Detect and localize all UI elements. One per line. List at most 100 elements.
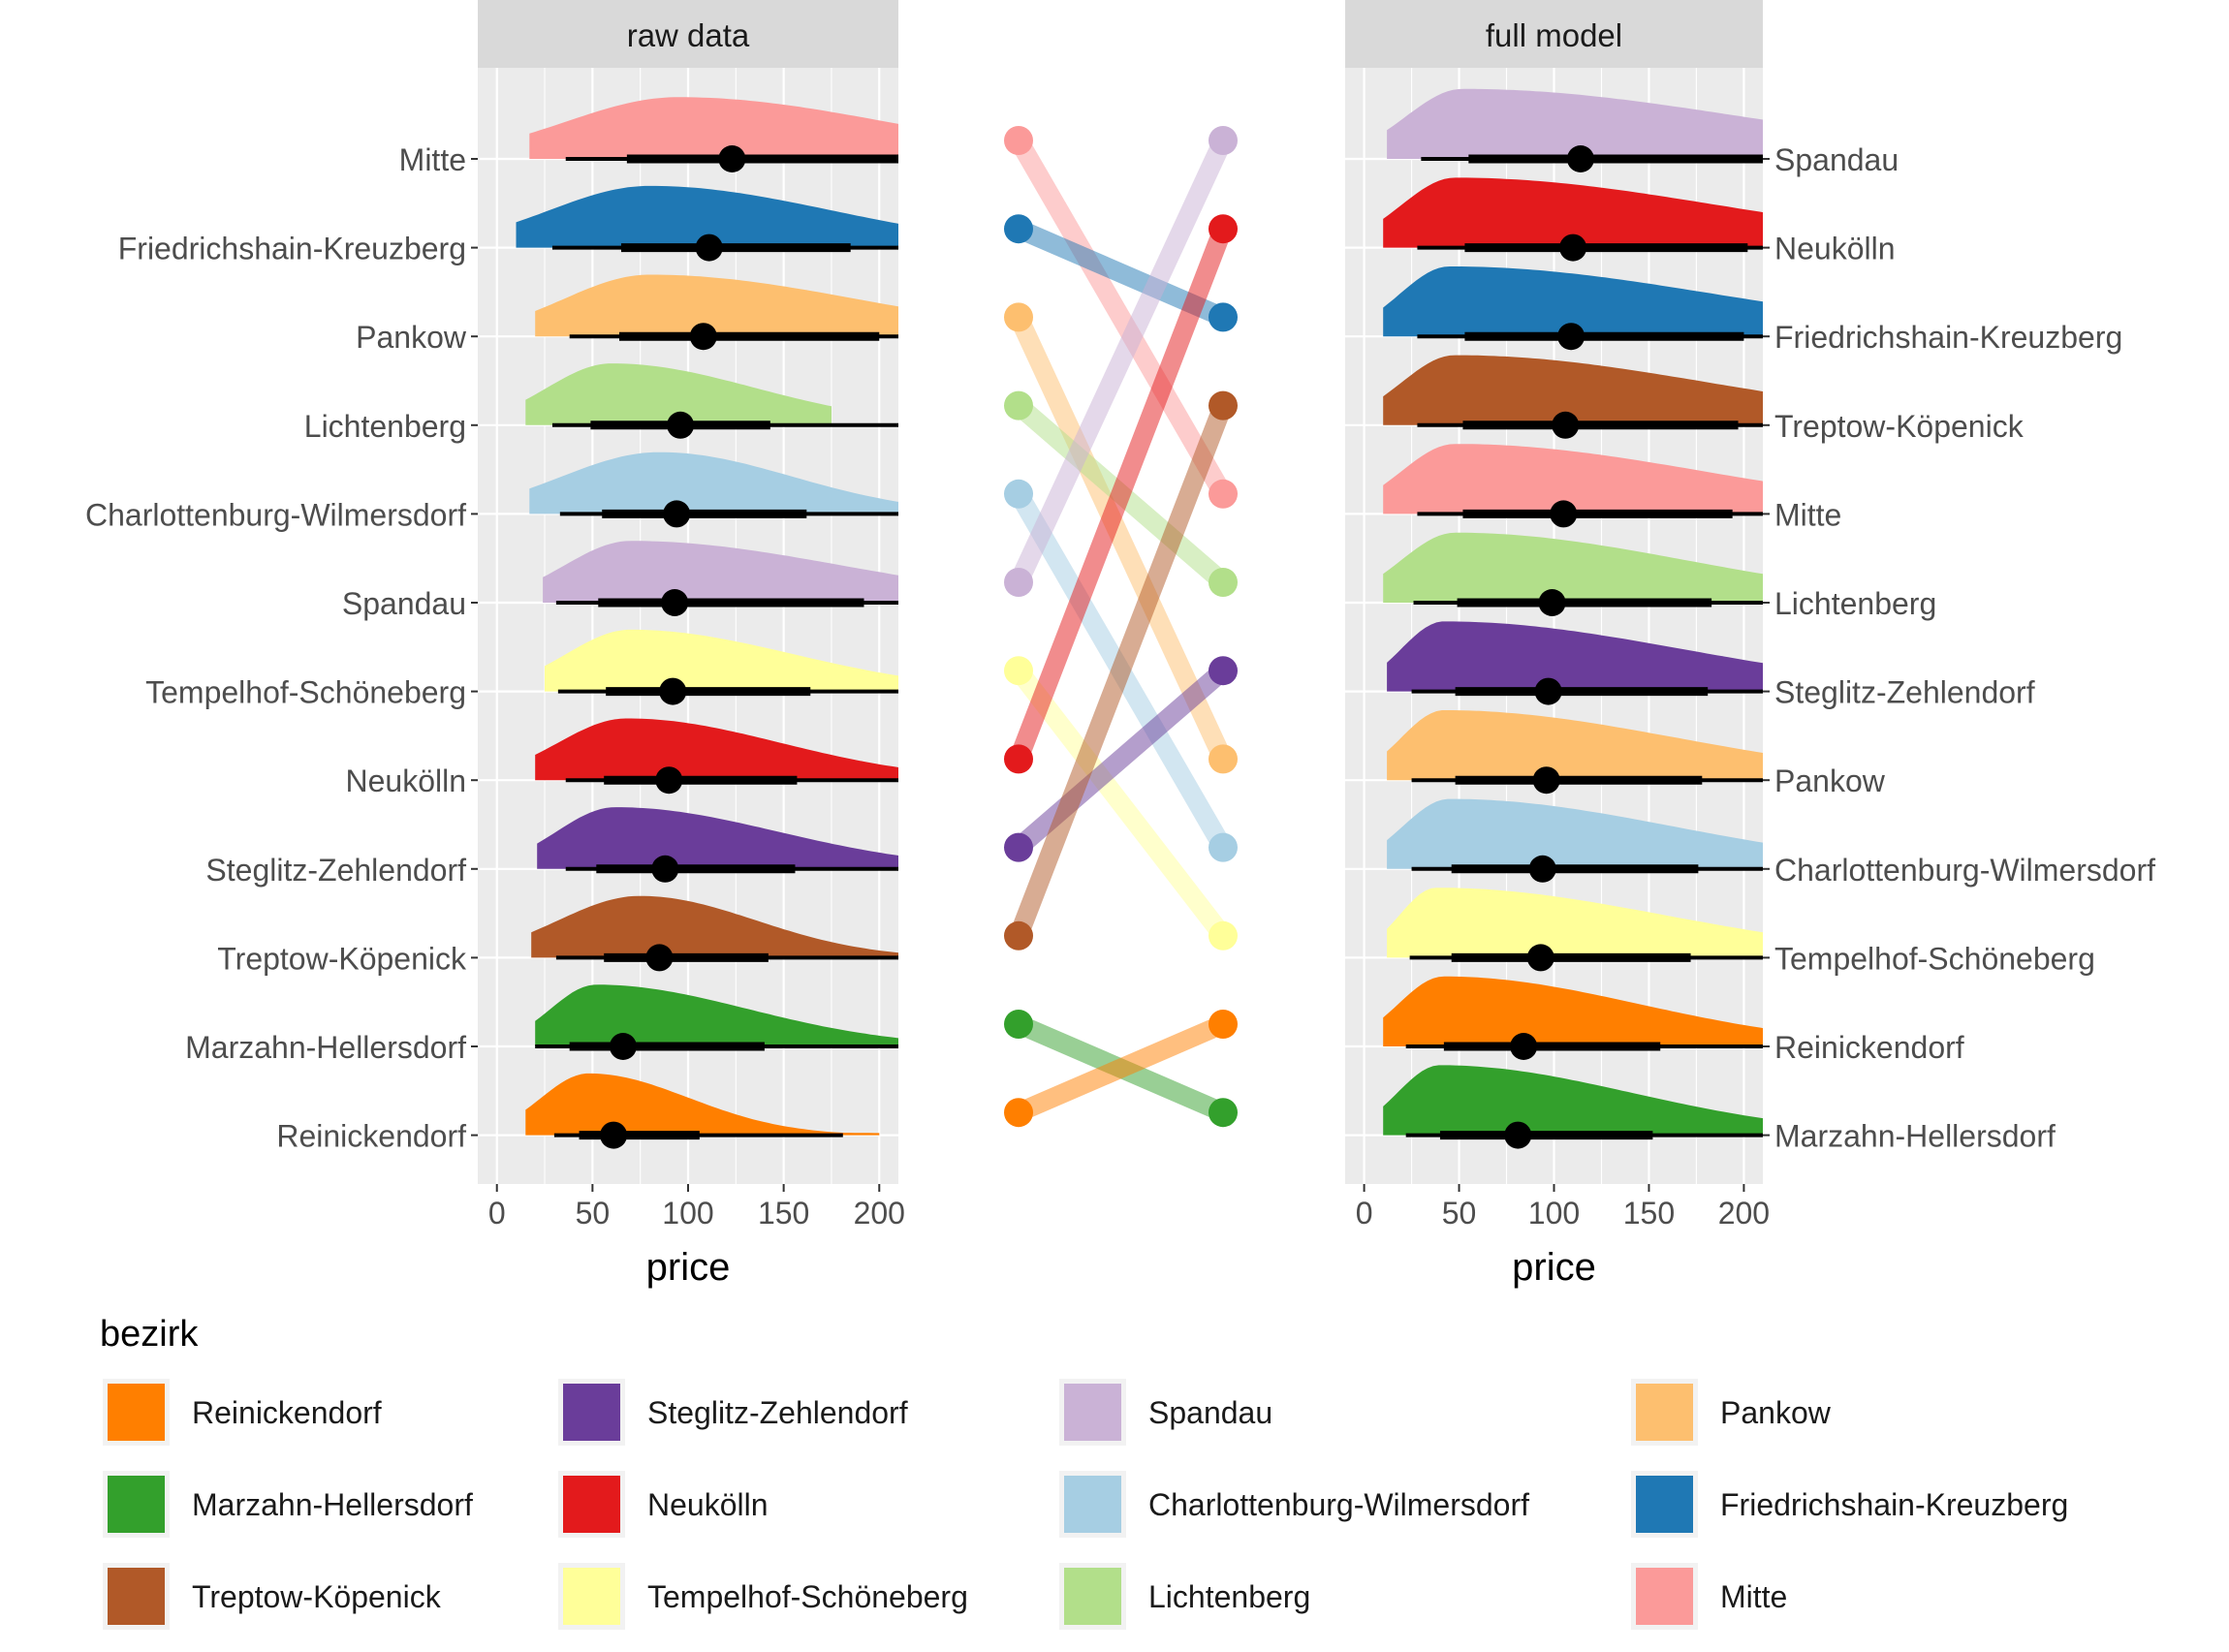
rank-point-right-mitte [1209,479,1238,509]
panel-full-model: full model Spandau Neukölln Friedrichshain-… [1345,0,2155,1289]
median-point-neukolln [655,766,683,795]
x-tick-label: 0 [1356,1196,1373,1231]
y-tick-label: Treptow-Köpenick [217,941,467,976]
legend-swatch [1636,1384,1693,1441]
legend-item-steglitz-zehlendorf: Steglitz-Zehlendorf [558,1379,908,1446]
y-tick-label: Reinickendorf [1774,1030,1964,1065]
x-tick-label: 0 [488,1196,506,1231]
panel-plot-area [478,68,898,1184]
x-tick-label: 100 [1528,1196,1580,1231]
rank-point-right-lichtenberg [1209,568,1238,597]
y-tick-label: Steglitz-Zehlendorf [205,853,466,888]
panel-title: raw data [627,17,750,53]
median-point-pankow [689,323,717,351]
rank-point-left-reinickendorf [1004,1098,1033,1128]
median-point-reinickendorf [600,1121,628,1149]
rank-point-right-charlottenburg-wilmersdorf [1209,832,1238,862]
density-ridge-lichtenberg [525,363,832,425]
y-tick-label: Marzahn-Hellersdorf [1774,1119,2056,1154]
x-tick-label: 50 [576,1196,611,1231]
panel-strip [478,0,898,68]
legend-label: Friedrichshain-Kreuzberg [1720,1487,2068,1522]
density-ridge-pankow [535,274,898,337]
rank-connectors-layer [1004,126,1238,1128]
y-tick-label: Charlottenburg-Wilmersdorf [1774,853,2155,888]
legend-swatch [563,1384,620,1441]
x-axis-label: price [646,1246,731,1289]
median-point-charlottenburg-wilmersdorf [663,500,691,528]
rank-point-right-tempelhof-schoneberg [1209,920,1238,951]
x-tick-label: 200 [854,1196,905,1231]
legend-item-neukolln: Neukölln [558,1471,769,1538]
x-tick-label: 150 [1623,1196,1675,1231]
legend-layer: bezirk Reinickendorf Marzahn-Hellersdorf T… [100,1314,2068,1630]
median-point-friedrichshain-kreuzberg [1557,323,1585,351]
y-tick-label: Lichtenberg [304,409,466,444]
legend-item-charlottenburg-wilmersdorf: Charlottenburg-Wilmersdorf [1059,1471,1529,1538]
legend-label: Mitte [1720,1579,1787,1614]
density-ridge-pankow [1387,710,1763,781]
rank-point-left-treptow-kopenick [1004,920,1033,951]
y-tick-label: Mitte [1774,497,1841,532]
legend-label: Neukölln [647,1487,769,1522]
median-point-spandau [1566,145,1594,172]
y-tick-label: Lichtenberg [1774,586,1936,621]
legend-item-pankow: Pankow [1631,1379,1832,1446]
rank-connector-reinickendorf [1015,1014,1227,1122]
median-point-reinickendorf [1510,1033,1538,1060]
rank-connector-neukolln [1009,225,1233,763]
median-point-marzahn-hellersdorf [1504,1121,1532,1149]
density-ridge-neukolln [535,718,898,781]
x-tick-label: 150 [758,1196,809,1231]
legend-label: Pankow [1720,1395,1832,1430]
density-ridge-reinickendorf [525,1073,880,1136]
panel-raw-data: raw data Mitte Friedrichshain-Kreuzberg Pan… [85,0,905,1289]
median-point-marzahn-hellersdorf [609,1033,637,1060]
density-ridge-treptow-kopenick [1383,355,1763,425]
legend-label: Charlottenburg-Wilmersdorf [1148,1487,1529,1522]
y-tick-label: Marzahn-Hellersdorf [185,1030,466,1065]
legend-swatch [108,1384,165,1441]
median-point-neukolln [1559,234,1587,262]
rank-point-left-marzahn-hellersdorf [1004,1010,1033,1039]
median-point-lichtenberg [667,411,695,439]
rank-point-left-lichtenberg [1004,390,1033,421]
density-ridge-marzahn-hellersdorf [1383,1065,1763,1136]
density-ridge-tempelhof-schoneberg [1387,888,1763,958]
legend-label: Spandau [1148,1395,1272,1430]
rank-point-right-friedrichshain-kreuzberg [1209,302,1238,332]
legend-swatch [1636,1476,1693,1533]
rank-point-right-neukolln [1209,214,1238,244]
y-tick-label: Reinickendorf [276,1119,466,1154]
y-tick-label: Mitte [399,142,466,177]
rank-connector-spandau [1009,136,1233,587]
median-point-mitte [1550,500,1578,528]
rank-connector-pankow [1009,313,1233,764]
rank-point-right-pankow [1209,744,1238,774]
y-tick-label: Charlottenburg-Wilmersdorf [85,497,466,532]
rank-point-right-steglitz-zehlendorf [1209,656,1238,686]
density-ridge-steglitz-zehlendorf [537,807,898,869]
median-point-lichtenberg [1538,589,1566,616]
rank-point-left-friedrichshain-kreuzberg [1004,214,1033,244]
y-tick-label: Tempelhof-Schöneberg [1774,941,2095,976]
panel-strip [1345,0,1763,68]
legend-item-reinickendorf: Reinickendorf [103,1379,382,1446]
median-point-friedrichshain-kreuzberg [695,234,723,262]
legend-label: Steglitz-Zehlendorf [647,1395,908,1430]
median-point-tempelhof-schoneberg [1526,944,1554,972]
rank-point-left-mitte [1004,126,1033,155]
median-point-pankow [1532,766,1560,795]
rank-point-right-treptow-kopenick [1209,390,1238,421]
density-ridge-treptow-kopenick [531,895,898,958]
x-tick-label: 50 [1442,1196,1477,1231]
y-tick-label: Pankow [1774,764,1886,798]
rank-point-left-pankow [1004,302,1033,332]
density-ridge-reinickendorf [1383,976,1763,1046]
rank-point-left-neukolln [1004,744,1033,774]
median-point-steglitz-zehlendorf [1534,677,1562,705]
legend-label: Lichtenberg [1148,1579,1310,1614]
rank-point-left-spandau [1004,568,1033,597]
rank-point-left-charlottenburg-wilmersdorf [1004,479,1033,509]
density-ridge-charlottenburg-wilmersdorf [1387,798,1763,869]
